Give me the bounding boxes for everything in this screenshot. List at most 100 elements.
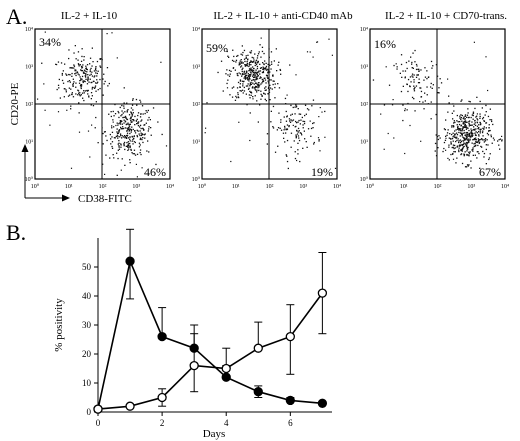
event-dot [111,147,114,149]
event-dot [238,72,240,74]
event-dot [463,116,465,118]
event-dot [87,76,89,78]
event-dot [128,128,130,130]
event-dot [302,124,304,126]
event-dot [263,67,265,69]
event-dot [462,127,464,129]
event-dot [236,97,238,99]
event-dot [241,89,244,91]
event-dot [96,60,99,63]
event-dot [478,152,480,155]
event-dot [96,75,98,77]
event-dot [464,137,466,139]
event-dot [130,121,132,123]
event-dot [478,139,480,141]
event-dot [133,141,135,143]
event-dot [463,129,465,132]
event-dot [257,85,259,87]
event-dot [286,160,289,163]
event-dot [253,79,255,81]
event-dot [268,56,270,58]
event-dot [81,92,84,94]
event-dot [122,112,124,114]
event-dot [467,127,469,129]
event-dot [245,57,247,59]
event-dot [255,78,257,80]
event-dot [413,81,415,83]
event-dot [116,122,118,124]
event-dot [137,122,139,125]
event-dot [117,157,119,160]
event-dot [298,119,300,122]
event-dot [247,85,249,87]
event-dot [461,120,463,122]
event-dot [130,128,132,131]
event-dot [99,87,101,90]
event-dot [129,145,131,147]
event-dot [448,137,450,139]
event-dot [79,64,81,66]
event-dot [280,119,282,121]
event-dot [247,88,250,90]
event-dot [296,133,299,135]
event-dot [139,130,141,132]
event-dot [255,86,257,88]
event-dot [124,127,126,129]
event-dot [469,120,471,122]
event-dot [406,67,408,70]
event-dot [134,115,136,118]
event-dot [416,65,418,67]
event-dot [101,127,103,129]
event-dot [476,113,478,115]
event-dot [256,67,259,70]
event-dot [476,132,479,134]
event-dot [261,46,264,48]
event-dot [71,93,73,96]
y-tick-label: 10² [25,102,33,108]
event-dot [287,167,289,170]
event-dot [87,78,89,80]
open-data-point [253,343,263,353]
event-dot [63,96,65,98]
event-dot [321,111,323,113]
event-dot [472,114,474,117]
event-dot [80,94,82,96]
event-dot [477,151,479,153]
event-dot [476,122,479,124]
event-dot [240,53,242,55]
event-dot [73,65,76,67]
event-dot [415,63,418,66]
event-dot [409,124,411,127]
upper-left-percentage: 59% [206,41,228,55]
event-dot [220,60,223,62]
event-dot [123,107,125,109]
event-dot [118,148,121,150]
event-dot [121,128,123,130]
event-dot [78,82,81,84]
event-dot [420,140,422,142]
event-dot [261,95,263,97]
event-dot [414,110,416,112]
event-dot [116,128,118,130]
event-dot [125,117,127,119]
event-dot [264,79,267,81]
event-dot [303,120,306,123]
event-dot [470,136,472,138]
filled-series-line [97,258,323,410]
event-dot [123,144,125,146]
event-dot [236,87,239,89]
event-dot [249,61,251,64]
event-dot [244,64,246,66]
event-dot [55,63,57,65]
event-dot [255,63,258,66]
event-dot [445,119,447,121]
event-dot [400,90,403,93]
event-dot [460,117,462,119]
event-dot [255,85,257,88]
event-dot [462,143,465,145]
event-dot [250,81,252,84]
event-dot [272,83,274,86]
event-dot [128,124,130,126]
